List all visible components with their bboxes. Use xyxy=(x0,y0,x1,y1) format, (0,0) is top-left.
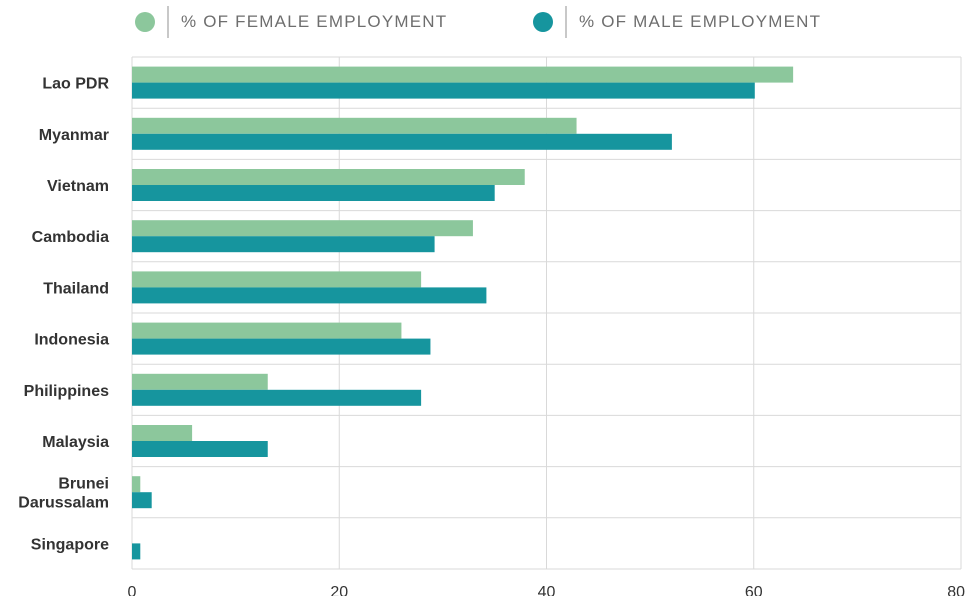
legend-female-marker-icon xyxy=(135,12,155,32)
grid-layer xyxy=(131,56,962,570)
bar-male xyxy=(132,492,152,509)
bar-female xyxy=(132,425,193,441)
legend-female-label: % OF FEMALE EMPLOYMENT xyxy=(181,12,448,31)
legend-divider xyxy=(565,6,567,38)
category-label-line: Singapore xyxy=(31,536,109,553)
bar-male xyxy=(132,441,268,457)
legend-male-marker-icon xyxy=(533,12,553,32)
category-label: Philippines xyxy=(24,383,109,400)
category-label-line: Lao PDR xyxy=(42,76,109,93)
bar-female xyxy=(132,117,577,134)
bar-male xyxy=(132,543,141,560)
category-label: Malaysia xyxy=(42,434,109,451)
category-label-line: Brunei xyxy=(58,476,109,493)
category-label: Cambodia xyxy=(32,229,109,246)
bar-female xyxy=(132,220,473,237)
category-label: Indonesia xyxy=(34,332,109,349)
category-label: Singapore xyxy=(31,536,109,553)
category-label-line: Malaysia xyxy=(42,434,109,451)
bars-layer xyxy=(132,66,794,560)
x-tick-label: 80 xyxy=(947,584,965,596)
category-label-line: Cambodia xyxy=(32,229,109,246)
bar-female xyxy=(132,66,794,83)
x-tick-label: 40 xyxy=(538,584,556,596)
category-label: Brunei Darussalam xyxy=(18,476,109,512)
category-label-line: Myanmar xyxy=(39,127,109,144)
bar-male xyxy=(132,133,672,150)
bar-female xyxy=(132,169,525,185)
bar-male xyxy=(132,185,495,201)
bar-female xyxy=(132,476,141,493)
x-tick-label: 60 xyxy=(745,584,763,596)
category-label: Lao PDR xyxy=(42,76,109,93)
chart-legend: % OF FEMALE EMPLOYMENT % OF MALE EMPLOYM… xyxy=(0,0,979,44)
bar-female xyxy=(132,322,402,339)
legend-male-label: % OF MALE EMPLOYMENT xyxy=(579,12,822,31)
bar-male xyxy=(132,338,431,355)
category-label-line: Vietnam xyxy=(47,178,109,195)
legend-item-male: % OF MALE EMPLOYMENT xyxy=(533,6,821,38)
legend-divider xyxy=(167,6,169,38)
legend-item-female: % OF FEMALE EMPLOYMENT xyxy=(135,6,447,38)
bar-male xyxy=(132,389,422,406)
bar-female xyxy=(132,373,268,390)
category-label: Vietnam xyxy=(47,178,109,195)
category-label: Myanmar xyxy=(39,127,109,144)
bar-male xyxy=(132,236,435,253)
category-label-line: Philippines xyxy=(24,383,109,400)
bar-male xyxy=(132,82,755,99)
category-label-line: Darussalam xyxy=(18,495,109,512)
category-labels: Lao PDR Myanmar Vietnam Cambodia Thailand Ind… xyxy=(18,76,109,554)
category-label-line: Thailand xyxy=(43,280,109,297)
bar-male xyxy=(132,287,487,304)
category-label: Thailand xyxy=(43,280,109,297)
x-tick-label: 20 xyxy=(330,584,348,596)
x-tick-label: 0 xyxy=(128,584,137,596)
x-axis-ticks: 0 20 40 60 80 xyxy=(128,584,966,596)
category-label-line: Indonesia xyxy=(34,332,109,349)
bar-female xyxy=(132,271,422,288)
